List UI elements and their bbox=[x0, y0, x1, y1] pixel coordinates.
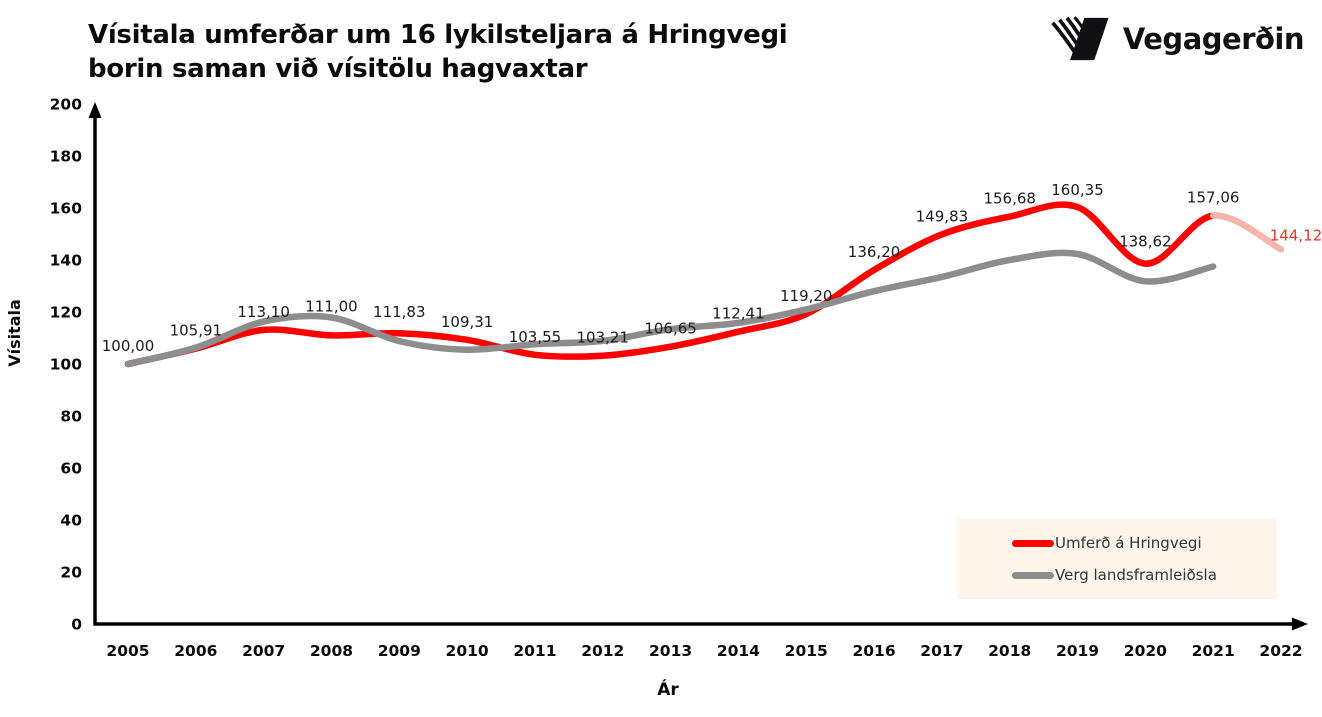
legend-swatch-gray-line bbox=[1012, 571, 1054, 579]
x-tick-label: 2017 bbox=[920, 642, 963, 660]
y-tick-label: 120 bbox=[50, 304, 83, 322]
x-axis-arrow bbox=[1292, 617, 1308, 631]
data-label: 138,62 bbox=[1119, 233, 1172, 251]
x-tick-label: 2006 bbox=[174, 642, 217, 660]
x-tick-label: 2011 bbox=[513, 642, 556, 660]
series-gdp-line bbox=[124, 249, 1217, 368]
data-label: 119,20 bbox=[780, 287, 833, 305]
chart-title-line2: borin saman við vísitölu hagvaxtar bbox=[88, 54, 588, 84]
y-axis-title: Vísitala bbox=[5, 299, 24, 367]
x-tick-label: 2010 bbox=[446, 642, 489, 660]
data-label: 113,10 bbox=[237, 303, 290, 321]
y-tick-label: 20 bbox=[60, 564, 82, 582]
data-label: 112,41 bbox=[712, 305, 765, 323]
x-tick-label: 2019 bbox=[1056, 642, 1099, 660]
y-tick-label: 40 bbox=[60, 512, 82, 530]
x-tick-label: 2009 bbox=[378, 642, 421, 660]
data-label: 105,91 bbox=[170, 322, 223, 340]
legend-swatch-red-line bbox=[1012, 539, 1054, 547]
x-tick-label: 2015 bbox=[785, 642, 828, 660]
x-tick-label: 2021 bbox=[1192, 642, 1235, 660]
y-tick-label: 100 bbox=[50, 356, 83, 374]
data-label: 103,21 bbox=[577, 329, 630, 347]
data-label: 160,35 bbox=[1051, 181, 1104, 199]
x-tick-label: 2020 bbox=[1124, 642, 1167, 660]
data-label: 144,12 bbox=[1270, 226, 1322, 244]
data-label: 111,83 bbox=[373, 303, 426, 321]
series-traffic-line bbox=[124, 201, 1217, 368]
series-traffic-forecast-segment bbox=[1209, 212, 1285, 253]
y-tick-label: 0 bbox=[71, 616, 82, 634]
y-tick-label: 140 bbox=[50, 252, 83, 270]
x-tick-label: 2013 bbox=[649, 642, 692, 660]
vegagerdin-logo: Vegagerðin bbox=[1049, 14, 1305, 64]
data-label: 136,20 bbox=[848, 243, 901, 261]
x-tick-label: 2005 bbox=[106, 642, 149, 660]
chart-legend: Umferð á Hringvegi Verg landsframleiðsla bbox=[957, 519, 1277, 599]
x-tick-label: 2007 bbox=[242, 642, 285, 660]
x-tick-label: 2012 bbox=[581, 642, 624, 660]
x-axis-title: Ár bbox=[657, 678, 679, 700]
x-tick-label: 2008 bbox=[310, 642, 353, 660]
y-tick-label: 160 bbox=[50, 200, 83, 218]
data-label: 100,00 bbox=[102, 337, 155, 355]
y-tick-label: 60 bbox=[60, 460, 82, 478]
chart-title: Vísitala umferðar um 16 lykilsteljara á … bbox=[88, 18, 788, 86]
legend-item-traffic: Umferð á Hringvegi bbox=[1012, 534, 1277, 552]
legend-item-gdp: Verg landsframleiðsla bbox=[1012, 566, 1277, 584]
y-tick-label: 80 bbox=[60, 408, 82, 426]
vegagerdin-logo-icon bbox=[1051, 16, 1109, 61]
data-label: 157,06 bbox=[1187, 189, 1240, 207]
data-label: 156,68 bbox=[983, 190, 1036, 208]
x-tick-label: 2014 bbox=[717, 642, 760, 660]
x-tick-label: 2018 bbox=[988, 642, 1031, 660]
y-tick-label: 180 bbox=[50, 148, 83, 166]
data-label: 111,00 bbox=[305, 297, 358, 315]
legend-label-gdp: Verg landsframleiðsla bbox=[1055, 566, 1217, 584]
x-tick-label: 2022 bbox=[1259, 642, 1302, 660]
y-axis-arrow bbox=[88, 102, 102, 118]
vegagerdin-logo-text: Vegagerðin bbox=[1122, 22, 1305, 56]
data-label: 106,65 bbox=[644, 320, 697, 338]
chart-title-line1: Vísitala umferðar um 16 lykilsteljara á … bbox=[88, 20, 788, 50]
y-tick-label: 200 bbox=[50, 96, 83, 114]
data-label: 149,83 bbox=[916, 207, 969, 225]
data-label: 109,31 bbox=[441, 313, 494, 331]
legend-label-traffic: Umferð á Hringvegi bbox=[1055, 534, 1202, 552]
data-label: 103,55 bbox=[509, 328, 562, 346]
x-tick-label: 2016 bbox=[852, 642, 895, 660]
